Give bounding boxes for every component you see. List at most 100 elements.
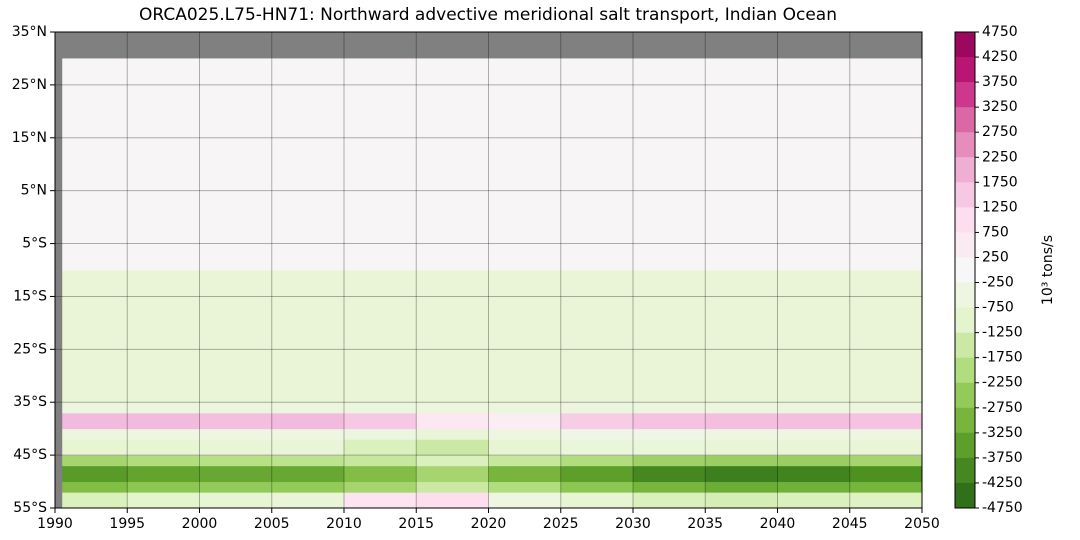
heatmap-cell: [777, 58, 851, 271]
colorbar-label: 10³ tons/s: [1040, 235, 1056, 305]
heatmap-cell: [416, 402, 489, 414]
x-tick-label: 2050: [904, 516, 940, 532]
heatmap-cell: [199, 455, 273, 467]
heatmap-cell: [271, 58, 345, 271]
heatmap-cell: [199, 465, 273, 483]
heatmap-cell: [633, 412, 706, 430]
colorbar-tick-label: 250: [982, 249, 1009, 265]
heatmap-cell: [777, 412, 851, 430]
heatmap-cell: [488, 481, 562, 493]
colorbar-segment: [955, 132, 975, 158]
heatmap-cell: [416, 439, 489, 456]
heatmap-cell: [344, 465, 417, 483]
heatmap-cell: [62, 492, 128, 509]
heatmap-cell: [633, 481, 706, 493]
heatmap-cell: [488, 412, 562, 430]
heatmap-cell: [705, 58, 778, 271]
colorbar-tick-label: 1750: [982, 174, 1018, 190]
colorbar-segment: [955, 82, 975, 108]
colorbar-segment: [955, 232, 975, 258]
y-tick-label: 45°S: [13, 447, 47, 463]
colorbar-segment: [955, 382, 975, 409]
heatmap-cell: [705, 492, 778, 509]
colorbar-tick-label: -3750: [982, 450, 1023, 466]
heatmap-cell: [777, 465, 851, 483]
heatmap-cell: [849, 465, 923, 483]
colorbar-segment: [955, 432, 975, 459]
heatmap-cell: [199, 58, 273, 271]
heatmap-cell: [62, 439, 128, 456]
heatmap-cell: [416, 428, 489, 440]
colorbar-tick-label: 750: [982, 224, 1009, 240]
y-tick-label: 55°S: [13, 500, 47, 516]
heatmap-cell: [777, 455, 851, 467]
colorbar-segment: [955, 282, 975, 309]
heatmap-cell: [344, 58, 417, 271]
heatmap-cell: [416, 412, 489, 430]
heatmap-cell: [127, 412, 200, 430]
heatmap-cell: [62, 481, 128, 493]
y-tick-label: 35°N: [12, 24, 47, 40]
colorbar-segment: [955, 457, 975, 484]
colorbar-segment: [955, 182, 975, 208]
x-tick-label: 1990: [37, 516, 73, 532]
heatmap-cell: [849, 270, 923, 403]
heatmap-cell: [633, 428, 706, 440]
heatmap-cell: [560, 455, 634, 467]
colorbar-tick-label: 2750: [982, 124, 1018, 140]
heatmap-cell: [705, 481, 778, 493]
heatmap-cell: [777, 402, 851, 414]
y-tick-label: 25°S: [13, 341, 47, 357]
colorbar-segment: [955, 157, 975, 183]
heatmap-cell: [633, 58, 706, 271]
heatmap-cell: [849, 428, 923, 440]
x-tick-label: 2005: [254, 516, 290, 532]
x-tick-label: 2015: [398, 516, 434, 532]
heatmap-cell: [560, 402, 634, 414]
heatmap-cell: [271, 402, 345, 414]
colorbar-segment: [955, 257, 975, 284]
heatmap-cell: [344, 270, 417, 403]
heatmap-cell: [560, 492, 634, 509]
heatmap-cell: [560, 270, 634, 403]
colorbar-tick-label: -1750: [982, 350, 1023, 366]
heatmap-cell: [344, 481, 417, 493]
colorbar-tick-label: 2250: [982, 149, 1018, 165]
heatmap-cell: [705, 455, 778, 467]
heatmap-cell: [705, 270, 778, 403]
heatmap-cell: [488, 270, 562, 403]
heatmap-cell: [127, 439, 200, 456]
colorbar-tick-label: -4750: [982, 500, 1023, 516]
y-tick-label: 15°N: [12, 130, 47, 146]
heatmap-cell: [705, 428, 778, 440]
heatmap-cell: [488, 402, 562, 414]
heatmap-cell: [199, 439, 273, 456]
heatmap-cell: [199, 402, 273, 414]
heatmap-cell: [777, 481, 851, 493]
heatmap-cell: [560, 412, 634, 430]
colorbar-tick-label: 1250: [982, 199, 1018, 215]
heatmap-cell: [633, 402, 706, 414]
colorbar-segment: [955, 332, 975, 359]
heatmap-cell: [344, 455, 417, 467]
heatmap-cell: [488, 439, 562, 456]
colorbar-tick-label: -2250: [982, 375, 1023, 391]
y-tick-label: 5°S: [22, 236, 47, 252]
heatmap-cell: [416, 58, 489, 271]
x-tick-label: 2010: [326, 516, 362, 532]
heatmap-cell: [560, 481, 634, 493]
heatmap-cell: [271, 455, 345, 467]
heatmap-cell: [849, 492, 923, 509]
heatmap-cell: [127, 492, 200, 509]
heatmap-cell: [560, 58, 634, 271]
y-tick-label: 35°S: [13, 394, 47, 410]
heatmap-cell: [633, 439, 706, 456]
heatmap-cell: [777, 270, 851, 403]
colorbar-segment: [955, 482, 975, 509]
heatmap-cell: [344, 428, 417, 440]
heatmap-cell: [633, 465, 706, 483]
heatmap-cell: [633, 492, 706, 509]
colorbar-segment: [955, 107, 975, 133]
heatmap-cell: [127, 428, 200, 440]
heatmap-cell: [271, 465, 345, 483]
